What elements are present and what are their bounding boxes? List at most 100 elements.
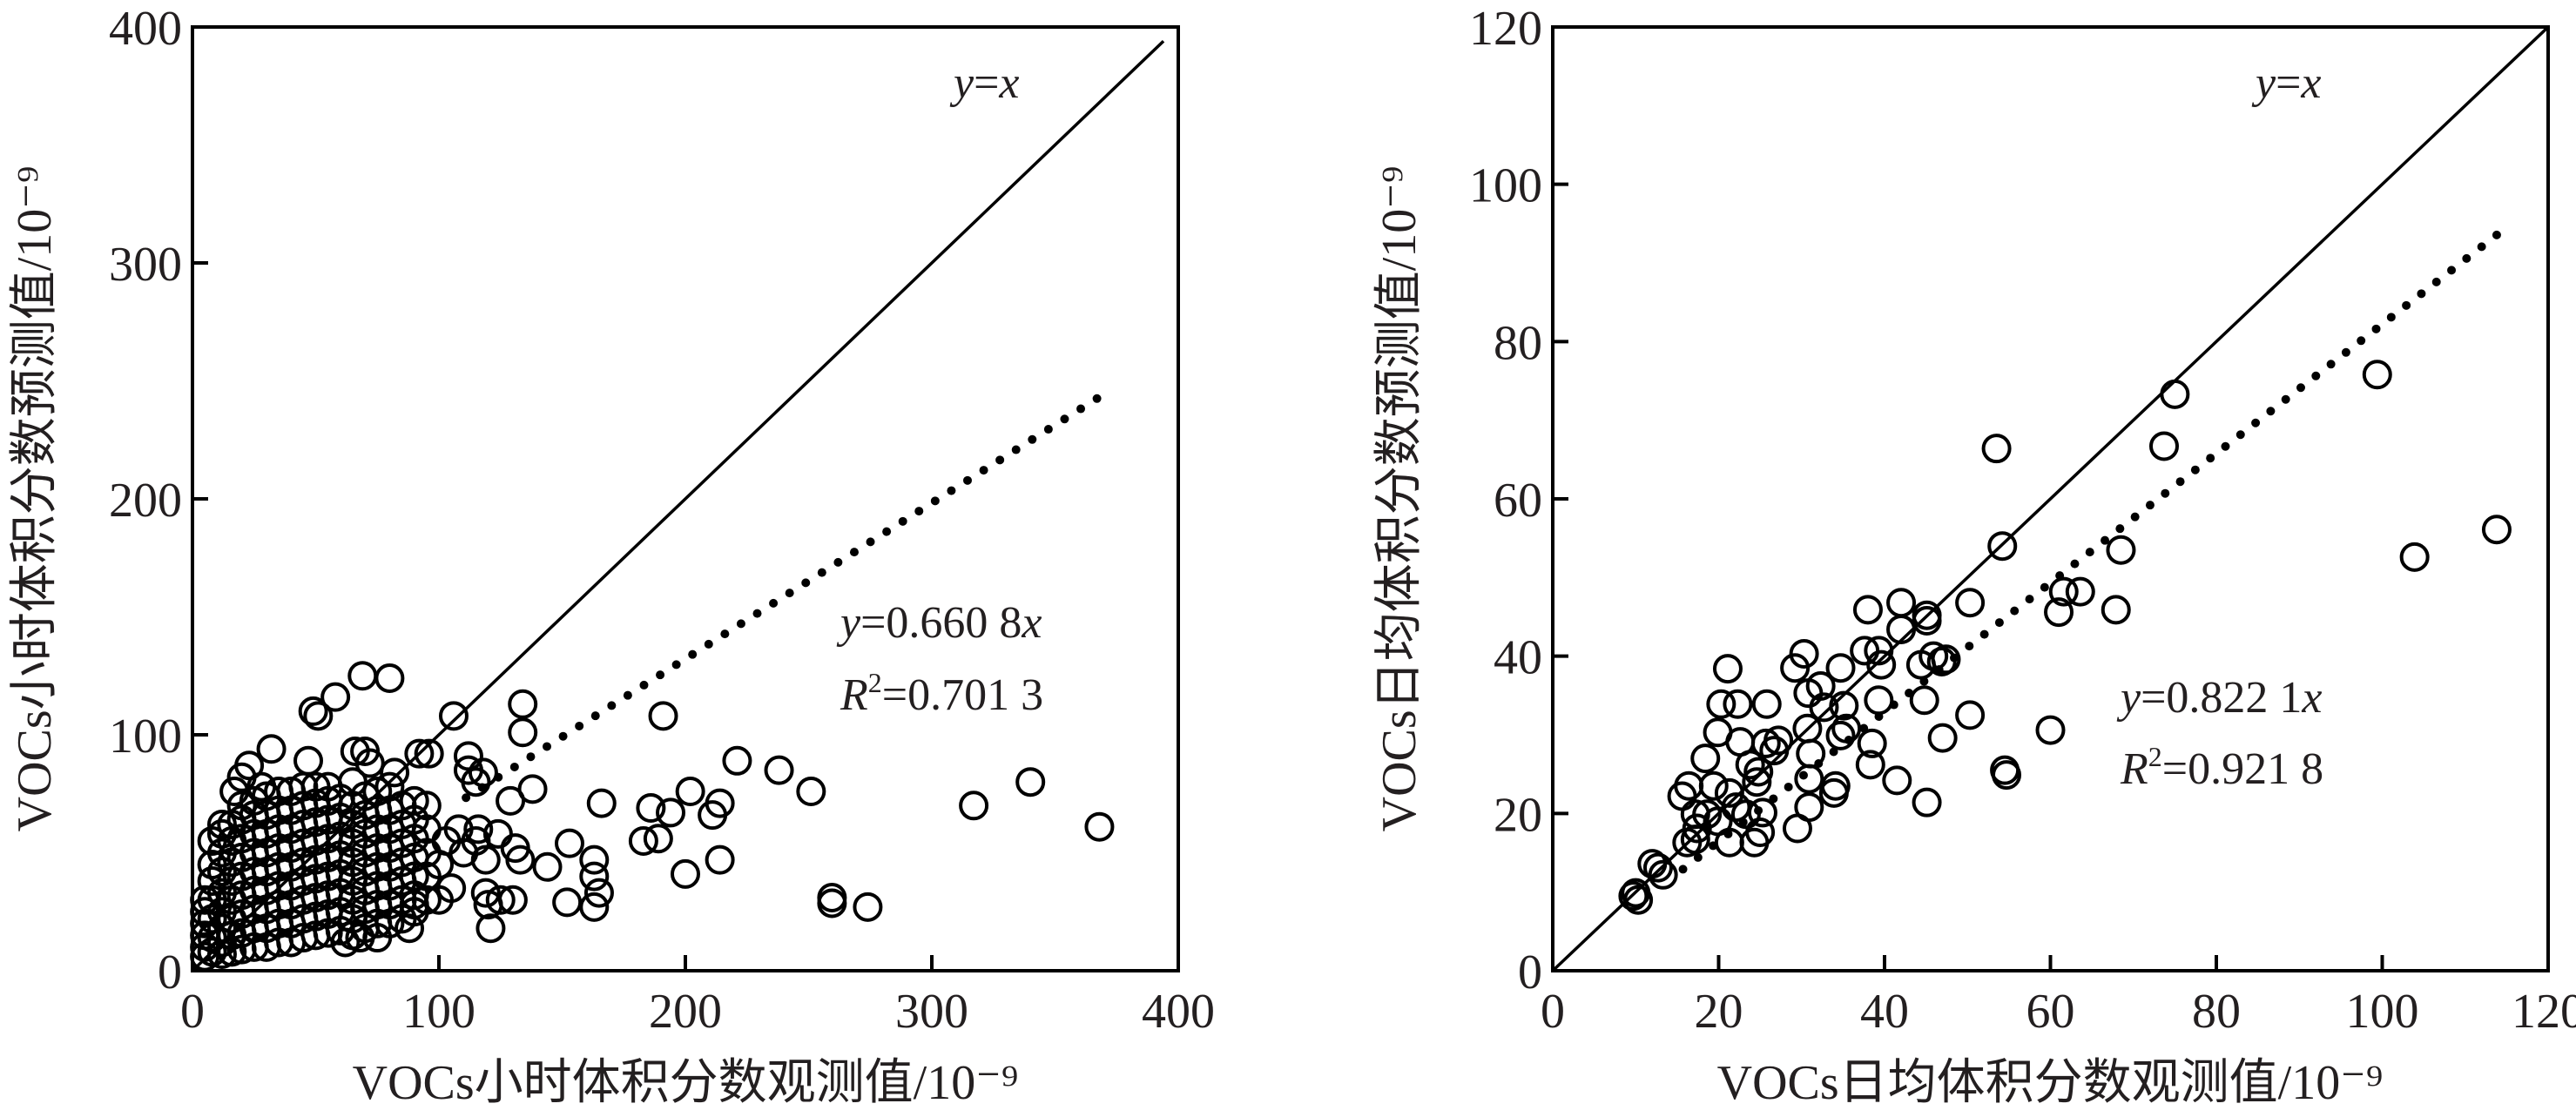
- hourly-data-point: [817, 888, 847, 918]
- hourly-fit-line-dot: [462, 793, 471, 803]
- hourly-fit-line-dot: [526, 752, 536, 762]
- daily-fit-line-dot: [2371, 324, 2381, 333]
- hourly-data-point: [505, 844, 536, 875]
- daily-y-tick-label: 20: [1494, 788, 1542, 842]
- daily-marks: 0 20 40 60 80 100 120 0 20 40 60 80 100 120: [1469, 2, 2576, 1039]
- hourly-data-point: [796, 777, 826, 807]
- daily-fit-line-dot: [1798, 770, 1808, 780]
- daily-fit-line-dot: [2341, 347, 2350, 357]
- daily-data-point: [1919, 641, 1949, 671]
- daily-data-point: [1992, 760, 2022, 791]
- daily-fit-line-dot: [1784, 782, 1793, 791]
- daily-data-point: [1759, 736, 1790, 766]
- daily-data-point: [2148, 431, 2179, 461]
- daily-data-point: [2065, 576, 2095, 607]
- hourly-data-point: [374, 663, 405, 693]
- daily-fit-line-dot: [2055, 571, 2065, 581]
- hourly-fit-line-dot: [1092, 394, 1102, 403]
- daily-fit-line-dot: [2206, 454, 2215, 463]
- hourly-fit-line-dot: [1060, 414, 1069, 424]
- hourly-x-tick-label: 300: [895, 985, 968, 1039]
- hourly-fit-line-dot: [914, 507, 924, 516]
- hourly-data-point: [552, 887, 583, 918]
- hourly-y-axis-title: VOCs小时体积分数预测值/10⁻⁹: [8, 166, 62, 832]
- daily-data-point: [1931, 644, 1961, 675]
- daily-data-point: [1680, 824, 1710, 855]
- daily-y-tick-label: 0: [1518, 945, 1542, 999]
- daily-data-point: [1648, 859, 1678, 890]
- hourly-data-point: [532, 851, 563, 882]
- hourly-fit-line-dot: [769, 598, 779, 608]
- daily-data-point: [1793, 678, 1824, 709]
- hourly-r2-label: R2=0.701 3: [840, 667, 1043, 720]
- hourly-data-point: [362, 923, 393, 953]
- hourly-fit-line-dot: [785, 589, 794, 598]
- daily-data-point: [1818, 777, 1849, 808]
- daily-data-point: [1747, 797, 1777, 828]
- daily-fit-line-dot: [2070, 559, 2080, 569]
- daily-fit-line-dot: [2025, 595, 2034, 604]
- daily-fit-line-dot: [1709, 841, 1718, 851]
- daily-fit-line-dot: [2161, 488, 2170, 498]
- daily-data-point: [2160, 379, 2190, 409]
- hourly-x-tick-label: 400: [1142, 985, 1215, 1039]
- hourly-data-point: [380, 757, 410, 788]
- daily-fit-line-dot: [2417, 289, 2426, 299]
- hourly-data-point: [656, 797, 686, 828]
- daily-data-point: [1794, 764, 1824, 794]
- hourly-data-point: [345, 923, 375, 953]
- hourly-fit-line-dot: [720, 629, 730, 639]
- hourly-y-tick-label: 300: [109, 238, 182, 292]
- daily-fit-line-dot: [2221, 441, 2230, 451]
- hourly-fit-line-dot: [801, 578, 811, 588]
- hourly-data-point: [675, 777, 705, 807]
- hourly-data-point: [206, 809, 237, 839]
- hourly-data-point: [508, 689, 538, 719]
- daily-x-axis-title: VOCs日均体积分数观测值/10⁻⁹: [1717, 1056, 2384, 1110]
- hourly-fit-line-dot: [1043, 425, 1053, 434]
- hourly-scatter-chart: 0 100 200 300 400 0 100 200 300 400 VOCs小时体积分数观测值…: [8, 2, 1215, 1110]
- hourly-data-point: [256, 734, 287, 764]
- daily-fit-line-dot: [1874, 712, 1884, 722]
- hourly-data-point: [226, 762, 257, 792]
- daily-r2-label: R2=0.921 8: [2120, 741, 2323, 794]
- hourly-data-point: [298, 696, 328, 726]
- daily-fit-line-dot: [2447, 266, 2457, 275]
- daily-fit-line-dot: [2266, 407, 2276, 416]
- daily-fit-line-dot: [1678, 865, 1688, 874]
- daily-fit-line-dot: [1979, 629, 1989, 639]
- hourly-identity-line: [191, 39, 1165, 972]
- daily-data-point: [2035, 715, 2066, 745]
- hourly-fit-line-dot: [607, 701, 617, 710]
- hourly-y-tick-label: 0: [158, 945, 182, 999]
- hourly-data-point: [399, 785, 429, 816]
- daily-data-point: [1886, 588, 1917, 618]
- daily-data-point: [1703, 806, 1733, 837]
- daily-fit-line-dot: [1829, 747, 1838, 757]
- hourly-marks: 0 100 200 300 400 0 100 200 300 400: [109, 2, 1215, 1039]
- daily-data-point: [1690, 744, 1721, 774]
- daily-data-point: [2481, 515, 2512, 545]
- hourly-data-point: [722, 745, 752, 776]
- daily-fit-line-dot: [1889, 700, 1898, 710]
- hourly-data-point: [583, 878, 614, 908]
- hourly-fit-line-dot: [849, 548, 859, 557]
- daily-fit-line-dot: [2190, 465, 2200, 474]
- daily-fit-line-dot: [2477, 242, 2486, 252]
- hourly-fit-line-dot: [639, 680, 649, 690]
- hourly-fit-line-dot: [979, 466, 988, 475]
- hourly-data-point: [853, 892, 883, 922]
- daily-data-point: [1912, 787, 1942, 818]
- hourly-data-point: [1084, 811, 1115, 842]
- hourly-fit-line-dot: [930, 496, 940, 506]
- daily-fit-line-dot: [2175, 477, 2185, 487]
- hourly-data-point: [197, 825, 227, 856]
- hourly-data-point: [404, 738, 435, 769]
- hourly-data-point: [438, 701, 469, 731]
- daily-fit-line-dot: [1754, 805, 1763, 815]
- hourly-data-point: [959, 791, 989, 821]
- hourly-data-point: [579, 861, 610, 892]
- daily-x-tick-label: 0: [1541, 985, 1565, 1039]
- daily-fit-line-dot: [2101, 535, 2110, 545]
- hourly-fit-line-dot: [817, 568, 826, 577]
